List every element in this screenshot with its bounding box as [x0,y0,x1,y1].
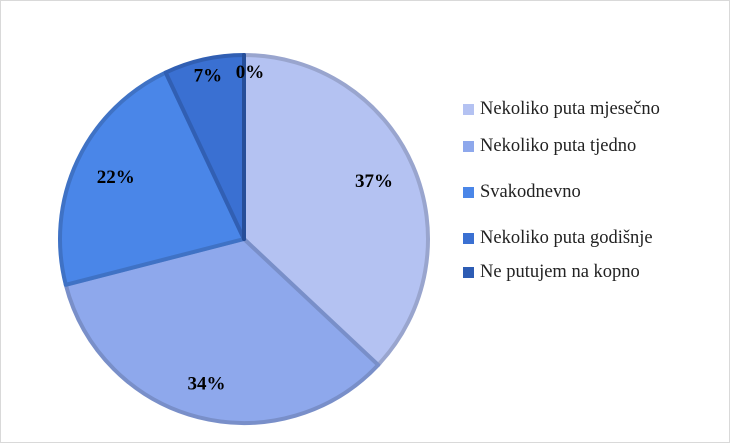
legend-item: Nekoliko puta tjedno [463,134,713,158]
pie-slice [63,237,381,425]
legend-label: Ne putujem na kopno [480,262,640,282]
legend-item: Nekoliko puta mjesečno [463,97,713,121]
legend-item: Ne putujem na kopno [463,260,713,284]
legend-label: Svakodnevno [480,182,581,202]
legend-item: Nekoliko puta godišnje [463,226,713,250]
legend-swatch [463,267,474,278]
data-label: 34% [187,373,225,394]
pie-slice [58,70,246,287]
data-label: 0% [236,62,265,83]
legend-label: Nekoliko puta mjesečno [480,99,660,119]
legend-item: Svakodnevno [463,180,713,204]
legend-swatch [463,233,474,244]
data-label: 37% [355,171,393,192]
legend: Nekoliko puta mjesečno Nekoliko puta tjed… [463,97,713,284]
legend-swatch [463,187,474,198]
pie-slice [242,53,430,367]
legend-label: Nekoliko puta godišnje [480,228,653,248]
data-label: 7% [194,66,223,87]
legend-label: Nekoliko puta tjedno [480,136,637,156]
legend-swatch [463,104,474,115]
legend-swatch [463,141,474,152]
data-label: 22% [97,167,135,188]
